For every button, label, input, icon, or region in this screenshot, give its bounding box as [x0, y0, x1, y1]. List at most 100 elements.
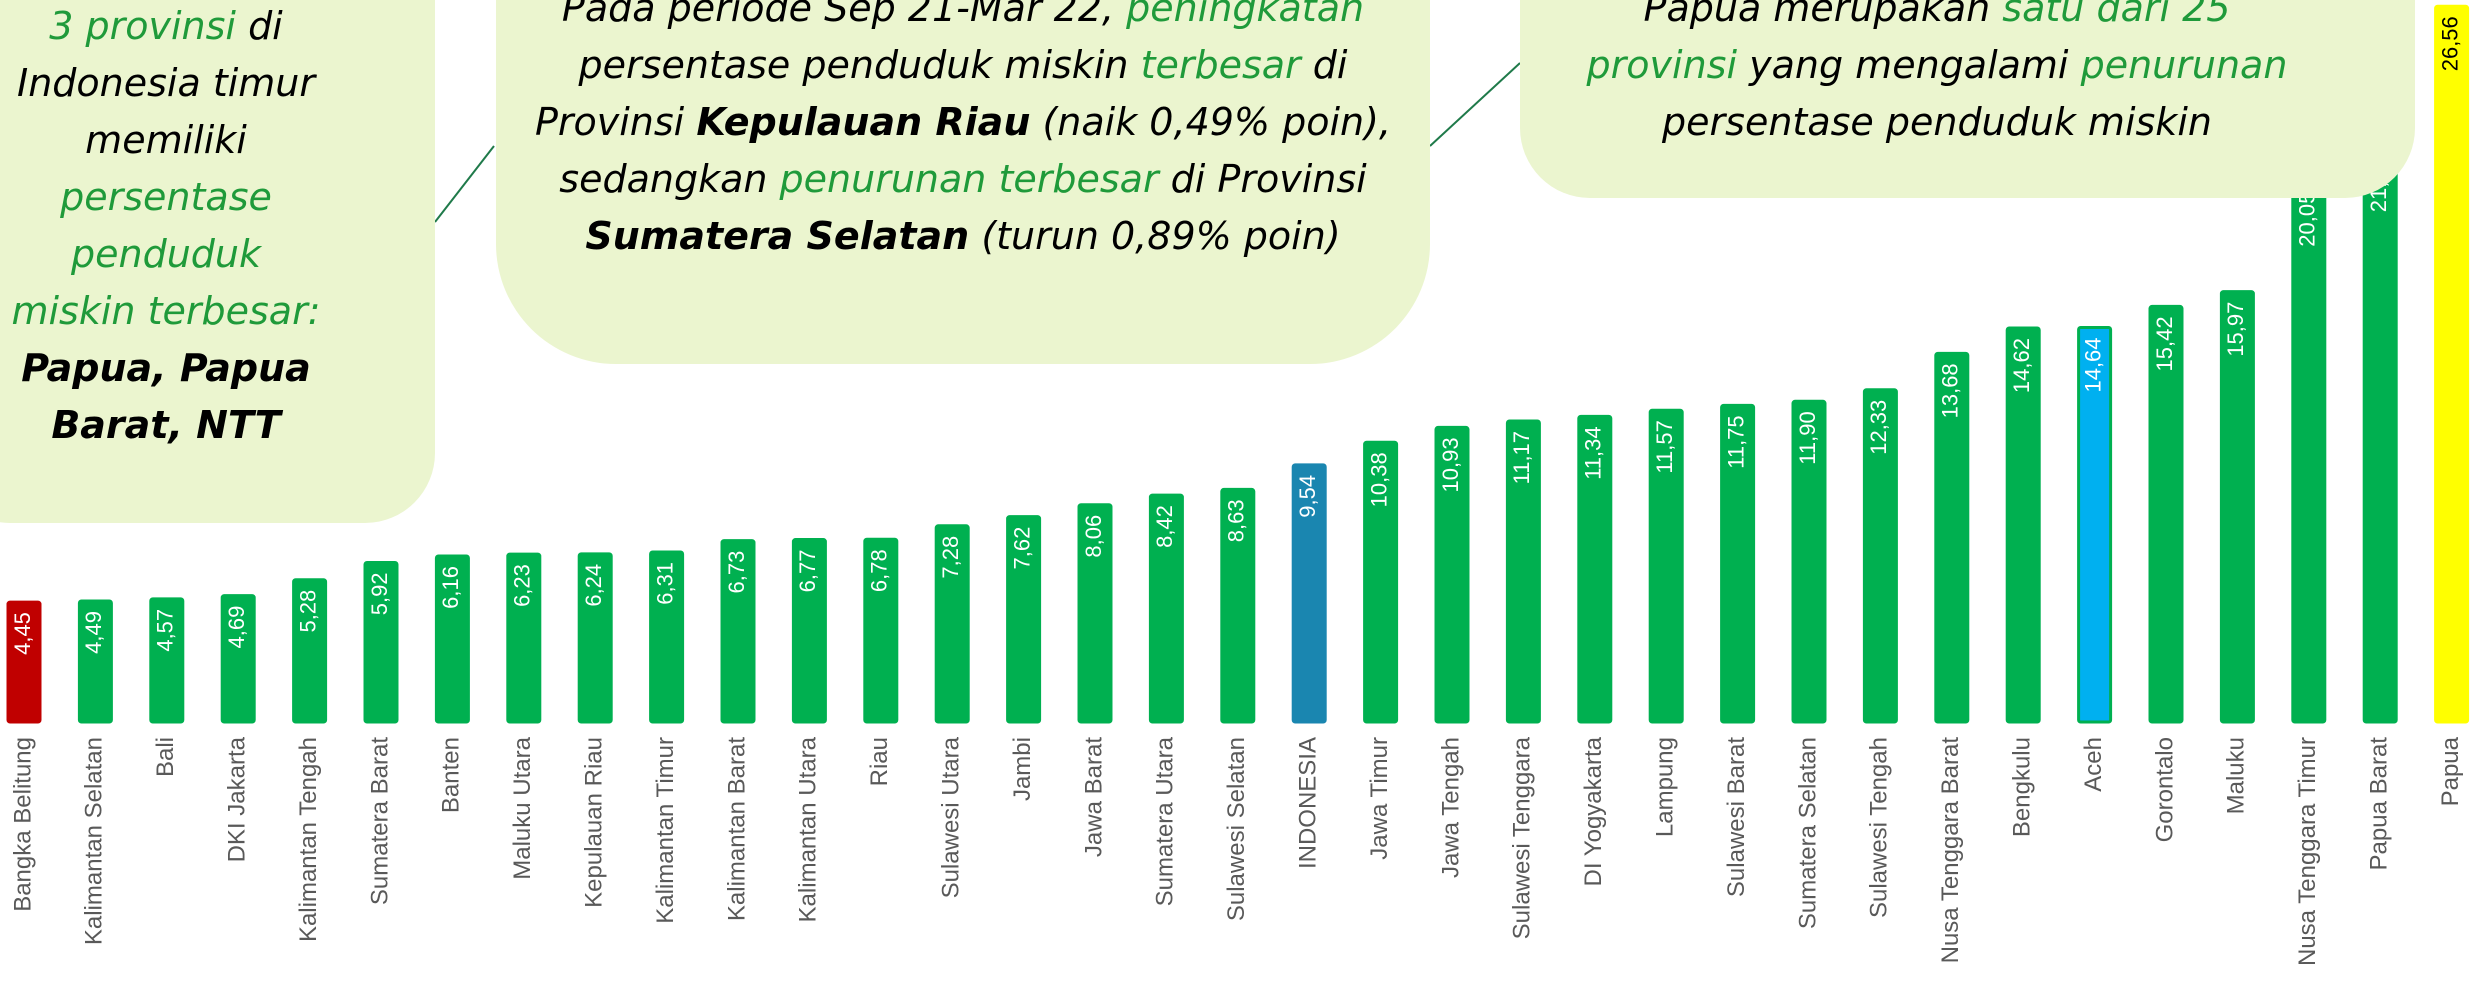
bar: [720, 539, 756, 724]
callout-segment: Sumatera Selatan: [585, 214, 970, 258]
callout-segment: terbesar: [1140, 43, 1301, 87]
bar: [1862, 388, 1898, 724]
bar: [1577, 414, 1613, 724]
bar: [2362, 145, 2398, 724]
value-label: 11,75: [1723, 415, 1748, 468]
value-label: 10,93: [1438, 437, 1463, 492]
callout-segment: (turun 0,89% poin): [981, 214, 1341, 258]
value-label: 6,23: [510, 564, 535, 607]
x-tick-label: Kalimantan Tengah: [295, 737, 322, 942]
value-label: 5,28: [295, 590, 320, 633]
callout-segment: satu dari 25 provinsi: [1586, 0, 2231, 87]
value-label: 6,31: [652, 562, 677, 605]
x-tick-label: Banten: [438, 737, 465, 813]
bar: [1006, 515, 1042, 724]
x-tick-label: Sulawesi Barat: [1723, 737, 1750, 897]
callout-segment: di Provinsi: [1170, 157, 1367, 201]
callout-segment: persentase penduduk miskin: [578, 43, 1129, 87]
value-label: 7,28: [938, 536, 963, 579]
bar: [1505, 419, 1541, 724]
x-tick-label: Jawa Tengah: [1437, 737, 1464, 878]
x-tick-label: Sumatera Selatan: [1794, 737, 1821, 929]
x-tick-label: Gorontalo: [2151, 737, 2178, 842]
callout-segment: di Indonesia timur memiliki: [16, 4, 316, 162]
value-label: 13,68: [1938, 363, 1963, 418]
x-tick-label: Maluku: [2223, 737, 2250, 814]
x-tick-label: Bengkulu: [2009, 737, 2036, 837]
callout-segment: Pada periode Sep 21-Mar 22,: [561, 0, 1115, 30]
bar: [2077, 325, 2113, 724]
value-label: 8,06: [1081, 515, 1106, 558]
x-tick-label: Sumatera Utara: [1152, 736, 1179, 906]
value-label: 20,05: [2295, 192, 2320, 247]
bar: [149, 597, 185, 724]
bar: [2291, 180, 2327, 724]
value-label: 4,69: [224, 606, 249, 649]
bar: [1934, 351, 1970, 724]
callout-box: [496, 0, 1430, 364]
callout-segment: persentase penduduk miskin terbesar:: [11, 175, 321, 333]
value-label: 15,97: [2223, 302, 2248, 357]
callout-segment: (naik 0,49% poin), sedangkan: [559, 100, 1392, 201]
value-label: 6,16: [438, 566, 463, 609]
bar: [791, 538, 827, 724]
x-tick-label: Lampung: [1652, 737, 1679, 837]
value-label: 11,34: [1581, 426, 1606, 479]
value-label: 12,33: [1866, 400, 1891, 455]
x-tick-label: Maluku Utara: [509, 736, 536, 879]
x-tick-label: Riau: [866, 737, 893, 786]
callout-segment: persentase penduduk miskin: [1662, 100, 2212, 144]
bar: [2148, 304, 2184, 724]
callout-text: 3 provinsi di Indonesia timur memiliki p…: [6, 0, 326, 454]
value-label: 6,73: [724, 551, 749, 594]
bar: [1434, 425, 1470, 724]
value-label: 14,62: [2009, 338, 2034, 393]
x-tick-label: Sumatera Barat: [366, 737, 393, 905]
callout-segment: penurunan terbesar: [779, 157, 1159, 201]
bar: [649, 550, 685, 724]
bar: [220, 594, 256, 724]
x-tick-label: INDONESIA: [1295, 737, 1322, 869]
value-label: 10,38: [1366, 452, 1391, 507]
value-label: 6,77: [795, 550, 820, 593]
bar: [434, 554, 470, 724]
x-tick-label: Papua: [2437, 736, 2464, 806]
bar: [77, 599, 113, 724]
bar: [1363, 440, 1399, 724]
bar: [1077, 503, 1113, 724]
x-tick-label: Sulawesi Utara: [938, 736, 965, 898]
value-label: 6,78: [867, 549, 892, 592]
callout-segment: peningkatan: [1126, 0, 1365, 30]
bar: [506, 552, 542, 724]
x-tick-label: Papua Barat: [2366, 737, 2393, 871]
bar: [363, 560, 399, 724]
connector: [1429, 62, 1521, 147]
value-label: 15,42: [2152, 316, 2177, 371]
callout-text: Papua merupakan satu dari 25 provinsi ya…: [1567, 0, 2307, 151]
x-tick-label: DI Yogyakarta: [1580, 736, 1607, 886]
value-label: 8,63: [1224, 499, 1249, 542]
callout-segment: di Provinsi: [534, 43, 1348, 144]
x-tick-label: Sulawesi Selatan: [1223, 737, 1250, 921]
callout-segment: Kepulauan Riau: [696, 100, 1031, 144]
value-label: 4,45: [10, 612, 35, 655]
value-label: 26,56: [2437, 16, 2462, 71]
x-tick-label: Bali: [152, 737, 179, 777]
value-label: 4,57: [153, 609, 178, 652]
bar: [1648, 408, 1684, 724]
x-tick-label: Jambi: [1009, 737, 1036, 801]
value-label: 11,17: [1509, 431, 1534, 484]
x-tick-label: Kalimantan Timur: [652, 737, 679, 924]
value-label: 5,92: [367, 572, 392, 615]
x-tick-label: Kepulauan Riau: [581, 737, 608, 908]
x-tick-label: Bangka Belitung: [9, 737, 36, 912]
value-label: 9,54: [1295, 475, 1320, 518]
x-tick-label: Sulawesi Tenggara: [1509, 736, 1536, 939]
x-tick-label: Jawa Timur: [1366, 737, 1393, 860]
x-tick-label: Sulawesi Tengah: [1866, 737, 1893, 918]
x-tick-label: Jawa Barat: [1080, 737, 1107, 857]
x-tick-label: Kalimantan Utara: [795, 736, 822, 922]
callout-segment: Papua, Papua Barat, NTT: [21, 346, 311, 447]
